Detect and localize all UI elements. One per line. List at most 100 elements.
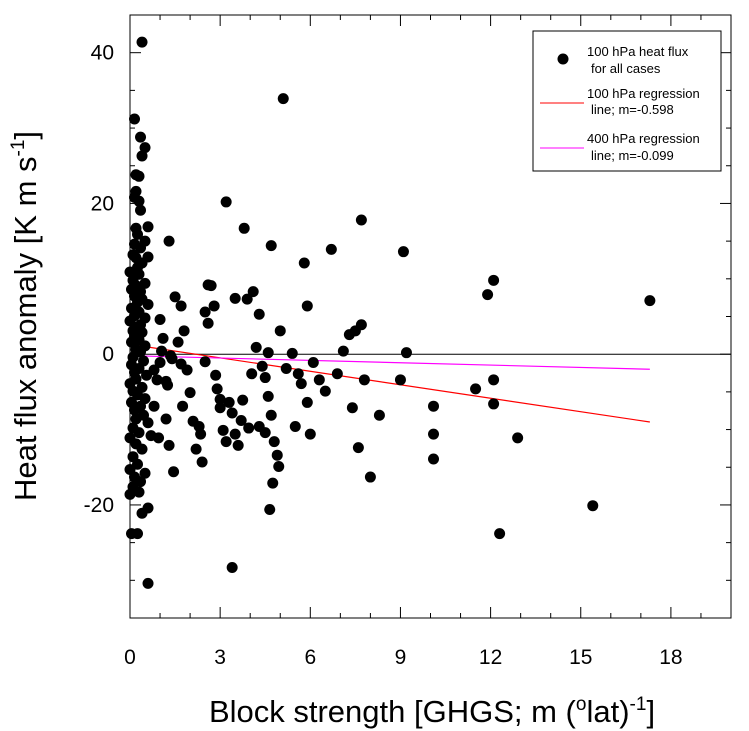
scatter-point [175,300,187,312]
legend-label-100hpa-line2: line; m=-0.598 [591,102,674,117]
scatter-point [226,407,238,419]
y-axis-title-superscript: -1 [8,140,29,157]
x-axis-title: Block strength [GHGS; m (olat)-1] [209,694,655,729]
x-tick-label: 15 [569,646,592,669]
scatter-point [160,413,172,425]
scatter-point [199,306,211,318]
x-axis-title-part1: Block strength [GHGS; m ( [209,694,577,729]
scatter-point [346,402,358,414]
scatter-point [289,421,301,433]
scatter-point [223,396,235,408]
legend-label-400hpa-line1: 400 hPa regression [587,131,700,146]
scatter-point [265,240,277,252]
scatter-point [337,345,349,357]
scatter-point [319,385,331,397]
scatter-point [304,428,316,440]
scatter-point [211,383,223,395]
scatter-point [172,336,184,348]
scatter-point [428,400,440,412]
scatter-point [373,409,385,421]
scatter-point [136,36,148,48]
scatter-point [142,577,154,589]
scatter-point [237,394,249,406]
scatter-point [135,131,147,143]
scatter-point [295,378,307,390]
scatter-point [148,364,160,376]
scatter-point [307,356,319,368]
scatter-point [482,289,494,301]
scatter-point [229,292,241,304]
scatter-point [142,298,154,310]
scatter-point [202,279,214,291]
scatter-point [133,486,145,498]
scatter-point [488,374,500,386]
scatter-point [494,528,506,540]
scatter-point [394,374,406,386]
scatter-point [175,358,187,370]
x-tick-label: 18 [659,646,682,669]
scatter-point [301,300,313,312]
scatter-point [470,383,482,395]
legend-label-100hpa-line1: 100 hPa regression [587,86,700,101]
scatter-point [400,347,412,359]
x-axis-title-superscript1: o [576,694,587,715]
x-axis-title-part3: ] [646,694,655,729]
scatter-point [259,372,271,384]
scatter-point [331,368,343,380]
scatter-point [268,436,280,448]
scatter-point [208,300,220,312]
scatter-point [352,442,364,454]
scatter-point [214,402,226,414]
scatter-point [165,350,177,362]
scatter-point [142,251,154,263]
scatter-point [163,439,175,451]
y-axis-title: Heat flux anomaly [K m s-1] [8,131,43,501]
scatter-point [157,332,169,344]
scatter-point [220,436,232,448]
scatter-point [226,561,238,573]
scatter-point [135,204,147,216]
y-tick-label: -20 [84,494,114,517]
legend-label-heat-flux-line2: for all cases [591,61,661,76]
scatter-point [154,314,166,326]
scatter-point [195,428,207,440]
scatter-points [124,36,656,589]
scatter-point [177,400,189,412]
scatter-point [364,471,376,483]
scatter-point [210,369,222,381]
scatter-point [313,374,325,386]
legend-label-400hpa-line2: line; m=-0.099 [591,148,674,163]
scatter-point [238,222,250,234]
y-tick-label: 0 [102,343,114,366]
x-tick-label: 12 [479,646,502,669]
scatter-point [247,286,259,298]
scatter-point [129,191,141,203]
scatter-point [428,428,440,440]
scatter-point [397,246,409,258]
legend-marker-heat-flux [557,53,569,65]
scatter-point [587,500,599,512]
x-tick-labels: 0 3 6 9 12 15 18 [124,646,682,669]
scatter-point [135,242,147,254]
scatter-point [246,368,258,380]
scatter-point [265,409,277,421]
scatter-point [325,243,337,255]
legend: 100 hPa heat flux for all cases 100 hPa … [532,30,722,172]
y-axis-title-part1: Heat flux anomaly [K m s [8,156,43,501]
scatter-point [488,398,500,410]
legend-label-heat-flux-line1: 100 hPa heat flux [587,44,689,59]
scatter-point [168,466,180,478]
scatter-point [644,295,656,307]
scatter-point [214,393,226,405]
x-tick-label: 6 [304,646,316,669]
scatter-point [298,257,310,269]
regression-line-100hpa [129,343,650,423]
scatter-point [301,396,313,408]
x-axis-title-superscript2: -1 [630,694,647,715]
y-tick-label: 20 [91,192,114,215]
scatter-point [262,390,274,402]
scatter-point [129,113,141,125]
scatter-point [229,428,241,440]
y-tick-label: 40 [91,42,114,65]
